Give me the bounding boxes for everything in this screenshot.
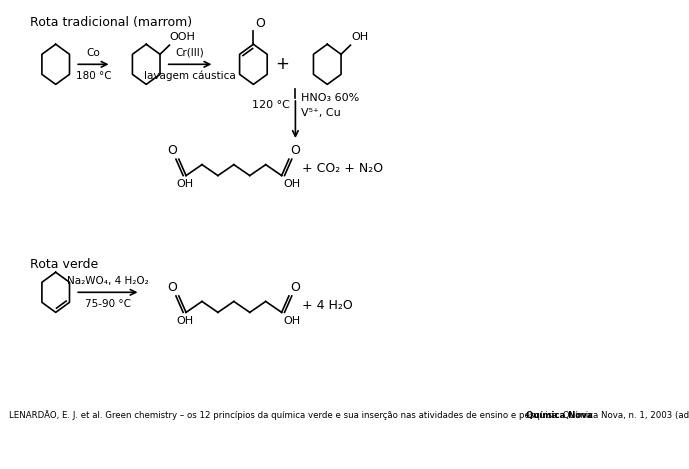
Text: OH: OH [283, 179, 300, 189]
Text: OH: OH [177, 316, 194, 326]
Text: LENARDÃO, E. J. et al. Green chemistry – os 12 princípios da química verde e sua: LENARDÃO, E. J. et al. Green chemistry –… [9, 410, 689, 420]
Text: Co: Co [87, 48, 100, 58]
Text: O: O [255, 17, 265, 30]
Text: 180 °C: 180 °C [76, 71, 111, 81]
Text: + CO₂ + N₂O: + CO₂ + N₂O [302, 162, 383, 175]
Text: +: + [275, 55, 289, 73]
Text: Cr(III): Cr(III) [176, 48, 205, 58]
Text: OH: OH [177, 179, 194, 189]
Text: V⁵⁺, Cu: V⁵⁺, Cu [301, 108, 341, 118]
Text: Rota tradicional (marrom): Rota tradicional (marrom) [30, 16, 192, 29]
Text: OOH: OOH [169, 32, 195, 42]
Text: + 4 H₂O: + 4 H₂O [302, 299, 353, 311]
Text: O: O [290, 144, 300, 157]
Text: Rota verde: Rota verde [30, 257, 99, 271]
Text: OH: OH [283, 316, 300, 326]
Text: O: O [290, 281, 300, 294]
Text: lavagem cáustica: lavagem cáustica [144, 71, 236, 81]
Text: LENARDÃO, E. J. et al. Green chemistry – os 12 princípios da química verde e sua: LENARDÃO, E. J. et al. Green chemistry –… [9, 465, 562, 469]
Text: Na₂WO₄, 4 H₂O₂: Na₂WO₄, 4 H₂O₂ [67, 276, 149, 286]
Text: O: O [167, 144, 177, 157]
Text: 75-90 °C: 75-90 °C [85, 299, 131, 309]
Text: 120 °C: 120 °C [251, 100, 289, 110]
Text: HNO₃ 60%: HNO₃ 60% [301, 93, 360, 103]
Text: Química Nova: Química Nova [526, 411, 593, 420]
Text: OH: OH [351, 32, 369, 42]
Text: O: O [167, 281, 177, 294]
